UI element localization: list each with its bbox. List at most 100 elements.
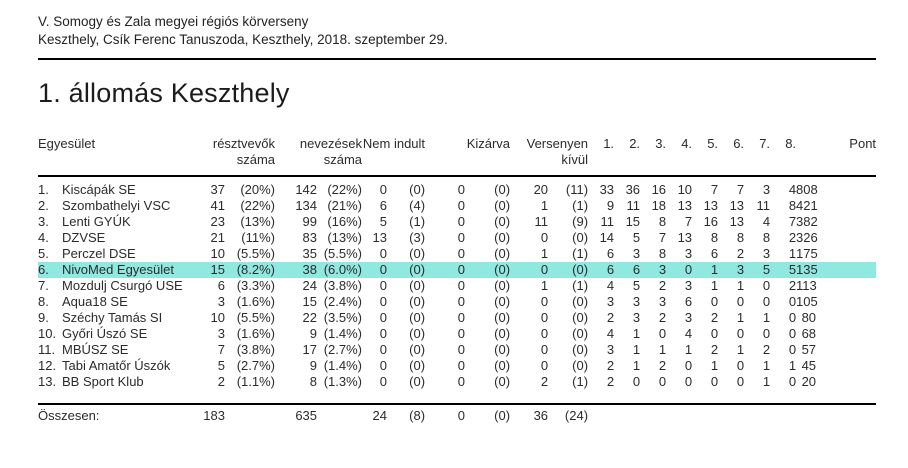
points-cell: 105 [796,294,818,309]
table-row: 9. Széchy Tamás SI 10 (5.5%) 22 (3.5%) 0… [38,310,876,326]
entries-cell: 35 [302,246,318,261]
ooc-cell: 0 [540,326,549,341]
col-header-entries-line2: száma [323,152,363,167]
place-4-cell: 0 [684,358,693,373]
place-1-cell: 3 [606,294,615,309]
col-header-participants-line1: résztvevők [212,136,276,151]
table-header: Egyesület résztvevők száma nevezések száma… [38,136,877,177]
entries-pct-cell: (6.0%) [317,262,363,278]
excluded-cell: 0 [425,262,466,278]
col-header-participants: résztvevők száma [192,136,276,177]
table-footer: Összesen: 183 635 24 (8) 0 (0) 36 (24) [38,403,877,424]
points-cell: 175 [796,246,818,261]
ooc-pct-cell: (0) [572,342,589,357]
participants-pct-cell: (3.3%) [236,278,276,293]
dns-cell: 0 [379,358,388,373]
participants-pct-cell: (5.5%) [236,310,276,325]
rank-cell: 1. [38,182,49,197]
participants-cell: 23 [210,214,225,229]
rank-cell: 10. [38,326,57,341]
participants-cell: 21 [210,230,225,245]
participants-cell: 3 [217,326,225,341]
place-8-cell: 0 [788,326,797,341]
entries-cell: 15 [302,294,318,309]
place-7-cell: 0 [762,326,771,341]
col-header-place-4: 4. [666,136,693,177]
place-6-cell: 8 [736,230,745,245]
place-3-cell: 0 [658,326,667,341]
ooc-pct-cell: (0) [572,326,589,341]
ooc-cell: 11 [534,214,549,229]
participants-cell: 3 [217,294,225,309]
ooc-pct-cell: (1) [572,198,589,213]
excluded-cell: 0 [457,278,466,293]
place-4-cell: 0 [684,374,693,389]
table-row: 7. Mozdulj Csurgó USE 6 (3.3%) 24 (3.8%)… [38,278,876,294]
place-3-cell: 16 [651,182,667,197]
ooc-cell: 0 [540,230,549,245]
place-3-cell: 3 [640,262,667,278]
place-4-cell: 3 [684,246,693,261]
excluded-pct-cell: (0) [494,374,511,389]
club-cell: Tabi Amatőr Úszók [62,358,171,373]
place-5-cell: 7 [710,182,719,197]
rank-cell: 7. [38,278,49,293]
rank-cell: 13. [38,374,57,389]
place-5-cell: 13 [703,198,719,213]
ooc-cell: 2 [540,374,549,389]
event-location-date: Keszthely, Csík Ferenc Tanuszoda, Keszth… [38,32,448,47]
place-7-cell: 4 [762,214,771,229]
place-2-cell: 3 [632,246,641,261]
place-4-cell: 3 [684,278,693,293]
dns-cell: 0 [379,182,388,197]
place-7-cell: 5 [744,262,771,278]
excluded-cell: 0 [457,294,466,309]
participants-cell: 10 [210,310,225,325]
dns-cell: 0 [379,326,388,341]
place-6-cell: 0 [736,358,745,373]
place-3-cell: 3 [658,294,667,309]
entries-pct-cell: (1.3%) [323,374,363,389]
place-1-cell: 4 [606,278,615,293]
club-cell: Perczel DSE [62,246,136,261]
header-divider [38,58,876,60]
place-1-cell: 4 [606,326,615,341]
excluded-cell: 0 [457,310,466,325]
place-8-cell: 5 [770,262,797,278]
place-5-cell: 1 [692,262,719,278]
table-row: 4. DZVSE 21 (11%) 83 (13%) 13 (3) 0 (0) … [38,230,876,246]
place-2-cell: 6 [614,262,641,278]
points-cell: 326 [796,230,818,245]
dns-cell: 0 [379,374,388,389]
dns-pct-cell: (0) [409,326,426,341]
club-cell: Kiscápák SE [62,182,136,197]
place-5-cell: 2 [710,310,719,325]
entries-cell: 22 [302,310,318,325]
place-1-cell: 3 [606,342,615,357]
place-8-cell: 4 [788,182,797,197]
place-1-cell: 2 [606,310,615,325]
excluded-cell: 0 [457,326,466,341]
dns-pct-cell: (0) [409,310,426,325]
place-6-cell: 2 [736,246,745,261]
dns-cell: 0 [379,294,388,309]
document-header: V. Somogy és Zala megyei régiós körverse… [38,13,876,49]
col-header-ooc-line1: Versenyen [526,136,589,151]
club-cell: Szombathelyi VSC [62,198,171,213]
page-title: 1. állomás Keszthely [38,78,290,108]
excluded-cell: 0 [457,230,466,245]
dns-pct-cell: (0) [409,278,426,293]
place-7-cell: 3 [762,246,771,261]
participants-cell: 2 [217,374,225,389]
participants-pct-cell: (3.8%) [236,342,276,357]
excluded-pct-cell: (0) [494,246,511,261]
place-8-cell: 7 [788,214,797,229]
place-5-cell: 6 [710,246,719,261]
table-row: 1. Kiscápák SE 37 (20%) 142 (22%) 0 (0) … [38,176,876,198]
place-7-cell: 11 [756,198,771,213]
summary-participants: 183 [192,403,225,424]
participants-cell: 6 [217,278,225,293]
place-7-cell: 8 [762,230,771,245]
points-cell: 135 [796,262,877,278]
entries-cell: 8 [309,374,318,389]
